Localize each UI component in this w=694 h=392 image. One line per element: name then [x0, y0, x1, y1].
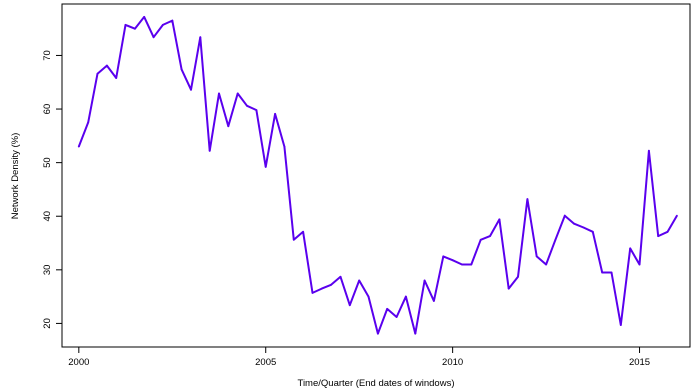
- y-tick-label: 50: [42, 157, 53, 168]
- x-tick-label: 2010: [442, 357, 463, 368]
- data-point: [348, 304, 351, 307]
- data-point: [264, 166, 267, 168]
- series-line: [77, 15, 678, 335]
- data-point: [461, 263, 463, 266]
- data-point: [339, 275, 342, 278]
- data-point: [311, 292, 314, 294]
- data-point: [386, 308, 389, 310]
- data-point: [236, 92, 239, 95]
- data-point: [517, 275, 519, 278]
- data-point: [507, 287, 510, 290]
- data-point: [320, 287, 323, 290]
- y-tick-label: 30: [42, 265, 53, 276]
- y-axis-label: Network Density (%): [10, 133, 21, 220]
- data-point: [106, 64, 108, 67]
- y-tick-label: 60: [42, 104, 53, 115]
- data-point: [479, 238, 482, 241]
- data-point: [554, 238, 557, 241]
- data-point: [601, 271, 604, 274]
- data-point: [171, 19, 174, 22]
- data-point: [87, 121, 90, 124]
- x-tick-label: 2015: [629, 357, 650, 368]
- x-tick-label: 2000: [68, 357, 89, 368]
- data-point: [367, 295, 370, 298]
- data-point: [470, 263, 473, 266]
- data-point: [274, 113, 276, 115]
- data-point: [619, 324, 622, 326]
- data-point: [451, 259, 454, 262]
- data-point: [143, 16, 146, 18]
- data-point: [283, 145, 286, 148]
- x-tick-label: 2005: [255, 357, 276, 368]
- data-point: [208, 149, 211, 152]
- data-point: [582, 226, 585, 229]
- data-point: [218, 92, 220, 95]
- x-axis-label: Time/Quarter (End dates of windows): [298, 378, 455, 389]
- x-axis: 2000 2005 2010 2015: [68, 346, 650, 368]
- data-point: [246, 104, 248, 107]
- data-point: [535, 255, 538, 258]
- y-tick-label: 20: [42, 318, 53, 329]
- data-point: [573, 222, 575, 225]
- data-point: [629, 247, 632, 250]
- data-point: [657, 235, 660, 238]
- data-point: [124, 24, 127, 26]
- plot-frame: [61, 3, 691, 348]
- data-point: [498, 218, 501, 221]
- data-point: [152, 36, 155, 39]
- data-point: [405, 295, 407, 298]
- data-point: [666, 230, 669, 233]
- data-point: [591, 230, 594, 233]
- data-point: [190, 88, 192, 91]
- data-point: [395, 316, 398, 318]
- data-point: [638, 263, 641, 266]
- data-point: [115, 77, 118, 79]
- y-axis: 20 30 40 50 60 70: [42, 50, 63, 329]
- data-point: [227, 125, 230, 128]
- data-point: [610, 271, 613, 274]
- y-tick-label: 40: [42, 211, 53, 222]
- data-point: [292, 238, 295, 241]
- data-point: [180, 68, 183, 71]
- data-point: [545, 263, 547, 266]
- data-point: [134, 27, 136, 30]
- data-point: [162, 24, 164, 26]
- data-point: [96, 72, 99, 75]
- data-point: [648, 149, 650, 152]
- data-point: [377, 332, 379, 335]
- data-point: [302, 230, 304, 233]
- data-point: [358, 279, 361, 282]
- data-point: [442, 255, 445, 258]
- data-point: [77, 145, 80, 148]
- data-point: [414, 332, 417, 335]
- y-tick-label: 70: [42, 50, 53, 61]
- data-point: [676, 214, 678, 217]
- data-point: [423, 279, 426, 282]
- data-point: [563, 214, 566, 217]
- data-points: [77, 16, 678, 335]
- data-point: [526, 198, 529, 201]
- data-point: [489, 235, 491, 238]
- data-point: [255, 109, 258, 111]
- data-point: [199, 36, 202, 39]
- data-point: [433, 300, 435, 302]
- data-point: [330, 283, 332, 286]
